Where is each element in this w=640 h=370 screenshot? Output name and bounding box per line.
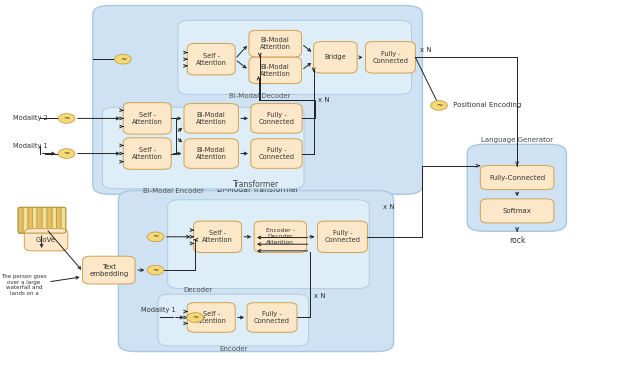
- Text: x N: x N: [420, 47, 432, 53]
- FancyBboxPatch shape: [83, 256, 135, 284]
- Text: x N: x N: [383, 204, 394, 210]
- FancyBboxPatch shape: [481, 166, 554, 189]
- FancyBboxPatch shape: [118, 191, 394, 352]
- FancyBboxPatch shape: [317, 221, 367, 252]
- Text: x N: x N: [318, 97, 330, 103]
- Circle shape: [58, 114, 75, 123]
- Bar: [52, 207, 56, 233]
- Text: Fully -
Connected: Fully - Connected: [259, 147, 294, 160]
- Text: Fully -
Connected: Fully - Connected: [324, 230, 360, 243]
- Circle shape: [147, 232, 164, 242]
- Text: GloVe: GloVe: [36, 237, 56, 243]
- FancyBboxPatch shape: [251, 104, 302, 133]
- Text: Text
embedding: Text embedding: [89, 263, 129, 277]
- Text: Bi-Modal Encoder: Bi-Modal Encoder: [143, 188, 204, 194]
- FancyBboxPatch shape: [251, 139, 302, 168]
- Text: Self -
Attention: Self - Attention: [196, 53, 227, 66]
- Text: ~: ~: [120, 55, 126, 64]
- Text: rock: rock: [509, 236, 525, 245]
- Circle shape: [187, 313, 204, 322]
- Text: Self -
Attention: Self - Attention: [196, 311, 227, 324]
- FancyBboxPatch shape: [178, 20, 412, 94]
- Bar: [42, 207, 46, 233]
- FancyBboxPatch shape: [194, 221, 242, 252]
- Bar: [28, 207, 31, 233]
- Bar: [47, 207, 51, 233]
- Text: Self -
Attention: Self - Attention: [202, 230, 233, 243]
- Bar: [32, 207, 36, 233]
- Text: Fully -
Connected: Fully - Connected: [259, 112, 294, 125]
- Text: Self -
Attention: Self - Attention: [132, 112, 163, 125]
- Text: Bi-Modal
Attention: Bi-Modal Attention: [260, 37, 291, 50]
- FancyBboxPatch shape: [247, 303, 297, 332]
- Circle shape: [431, 101, 447, 110]
- FancyBboxPatch shape: [188, 44, 236, 75]
- Text: Bridge: Bridge: [324, 54, 346, 60]
- Bar: [61, 207, 65, 233]
- Text: The person goes
over a large
waterfall and
lands on a: The person goes over a large waterfall a…: [1, 274, 47, 296]
- Circle shape: [147, 265, 164, 275]
- FancyBboxPatch shape: [365, 42, 415, 73]
- Circle shape: [115, 54, 131, 64]
- Text: Bi-Modal Decoder: Bi-Modal Decoder: [229, 93, 291, 99]
- Bar: [37, 207, 41, 233]
- Text: Bi-Modal
Attention: Bi-Modal Attention: [196, 147, 227, 160]
- Bar: [18, 207, 22, 233]
- FancyBboxPatch shape: [249, 57, 301, 84]
- Bar: [23, 207, 27, 233]
- Text: ~: ~: [152, 232, 159, 241]
- Text: Modality 2: Modality 2: [13, 115, 47, 121]
- FancyBboxPatch shape: [254, 221, 307, 252]
- FancyBboxPatch shape: [123, 103, 172, 134]
- FancyBboxPatch shape: [249, 30, 301, 57]
- FancyBboxPatch shape: [481, 199, 554, 223]
- FancyBboxPatch shape: [123, 138, 172, 169]
- Text: ~: ~: [192, 313, 198, 322]
- Text: Positional Encoding: Positional Encoding: [451, 102, 521, 108]
- Text: Transformer: Transformer: [233, 180, 279, 189]
- FancyBboxPatch shape: [24, 229, 68, 251]
- Text: ~: ~: [63, 114, 70, 123]
- Text: Self -
Attention: Self - Attention: [132, 147, 163, 160]
- Text: Bi-Modal
Attention: Bi-Modal Attention: [260, 64, 291, 77]
- Text: ~: ~: [436, 101, 442, 110]
- Text: Decoder: Decoder: [184, 287, 213, 293]
- Bar: [56, 207, 60, 233]
- Text: Modality 1: Modality 1: [141, 307, 175, 313]
- Text: Language Generator: Language Generator: [481, 137, 553, 143]
- FancyBboxPatch shape: [158, 294, 308, 346]
- Text: ~: ~: [152, 266, 159, 275]
- FancyBboxPatch shape: [93, 6, 422, 194]
- Text: x N: x N: [314, 293, 325, 299]
- Text: Fully-Connected: Fully-Connected: [489, 175, 545, 181]
- FancyBboxPatch shape: [184, 104, 239, 133]
- Text: Modality 1: Modality 1: [13, 143, 47, 149]
- Circle shape: [58, 149, 75, 158]
- Text: Bi-Modal Transformer: Bi-Modal Transformer: [217, 185, 298, 194]
- FancyBboxPatch shape: [467, 144, 566, 231]
- Text: Fully -
Connected: Fully - Connected: [254, 311, 290, 324]
- FancyBboxPatch shape: [102, 107, 304, 189]
- Text: Encoder: Encoder: [219, 346, 248, 352]
- FancyBboxPatch shape: [184, 139, 239, 168]
- Text: Encoder -
Decoder
Attention: Encoder - Decoder Attention: [266, 229, 294, 245]
- Text: ~: ~: [63, 149, 70, 158]
- FancyBboxPatch shape: [314, 42, 357, 73]
- Text: Bi-Modal
Attention: Bi-Modal Attention: [196, 112, 227, 125]
- FancyBboxPatch shape: [188, 303, 236, 332]
- Text: Softmax: Softmax: [502, 208, 532, 214]
- Text: Fully -
Connected: Fully - Connected: [372, 51, 408, 64]
- FancyBboxPatch shape: [168, 200, 369, 289]
